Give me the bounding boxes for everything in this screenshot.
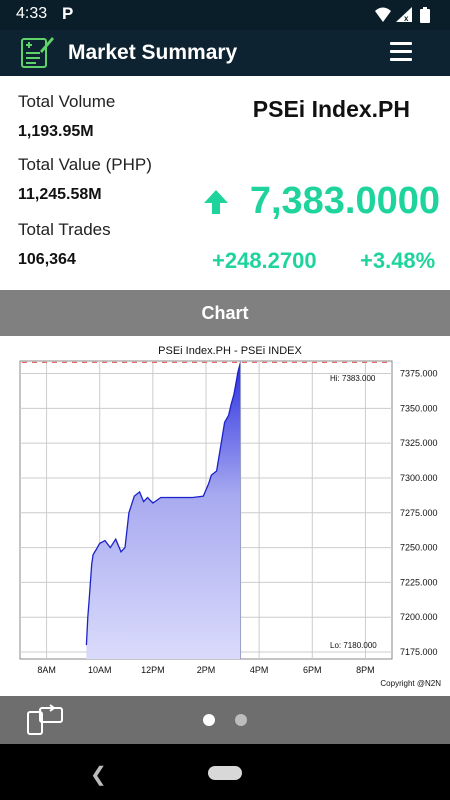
intraday-chart[interactable]: PSEi Index.PH - PSEi INDEX 8AM 10AM 12PM 2P… bbox=[0, 336, 450, 696]
bottom-bar bbox=[0, 696, 450, 744]
price-area bbox=[86, 362, 241, 659]
y-tick-label: 7225.000 bbox=[400, 577, 438, 587]
index-change: +248.2700 bbox=[212, 248, 317, 273]
wifi-icon bbox=[375, 7, 391, 22]
total-volume-value: 1,193.95M bbox=[18, 123, 94, 140]
y-tick-label: 7325.000 bbox=[400, 438, 438, 448]
price-line bbox=[85, 362, 242, 646]
hamburger-menu-icon[interactable] bbox=[390, 42, 412, 62]
parking-app-icon: P bbox=[62, 4, 74, 23]
y-tick-label: 7300.000 bbox=[400, 473, 438, 483]
chart-hi-label: Hi: 7383.000 bbox=[330, 374, 376, 383]
total-trades-label: Total Trades bbox=[18, 220, 111, 239]
y-tick-label: 7275.000 bbox=[400, 508, 438, 518]
notepad-pen-icon bbox=[21, 37, 54, 68]
y-tick-label: 7200.000 bbox=[400, 612, 438, 622]
chart-title: PSEi Index.PH - PSEi INDEX bbox=[158, 345, 302, 357]
app-bar: Market Summary bbox=[0, 30, 450, 76]
x-tick-label: 12PM bbox=[141, 665, 165, 675]
up-arrow-icon bbox=[204, 190, 228, 214]
y-tick-label: 7175.000 bbox=[400, 647, 438, 657]
x-tick-label: 2PM bbox=[197, 665, 216, 675]
index-change-percent: +3.48% bbox=[360, 248, 436, 273]
chart-copyright: Copyright @N2N bbox=[380, 679, 441, 688]
x-tick-label: 10AM bbox=[88, 665, 112, 675]
index-name: PSEi Index.PH bbox=[252, 96, 410, 122]
rotate-screen-icon[interactable] bbox=[26, 704, 64, 736]
index-price: 7,383.0000 bbox=[249, 180, 440, 222]
total-value-value: 11,245.58M bbox=[18, 186, 102, 203]
status-time: 4:33 bbox=[16, 5, 48, 22]
x-tick-label: 8PM bbox=[356, 665, 375, 675]
y-tick-label: 7250.000 bbox=[400, 543, 438, 553]
battery-icon bbox=[420, 9, 430, 23]
chart-section-header: Chart bbox=[0, 290, 450, 336]
y-tick-label: 7375.000 bbox=[400, 369, 438, 379]
cell-signal-icon bbox=[396, 7, 412, 22]
page-title: Market Summary bbox=[68, 41, 238, 64]
page-indicator-dot-2[interactable] bbox=[235, 714, 247, 726]
page-indicator-dot-1[interactable] bbox=[203, 714, 215, 726]
home-pill-icon[interactable] bbox=[208, 766, 242, 780]
x-tick-label: 4PM bbox=[250, 665, 269, 675]
y-tick-label: 7350.000 bbox=[400, 403, 438, 413]
x-tick-label: 8AM bbox=[37, 665, 56, 675]
total-trades-value: 106,364 bbox=[18, 251, 76, 268]
market-summary-panel: Total Volume 1,193.95M Total Value (PHP)… bbox=[0, 76, 450, 290]
chart-section-label: Chart bbox=[201, 303, 249, 323]
chart-lo-label: Lo: 7180.000 bbox=[330, 641, 377, 650]
total-volume-label: Total Volume bbox=[18, 92, 116, 111]
chart-container: PSEi Index.PH - PSEi INDEX 8AM 10AM 12PM 2P… bbox=[0, 336, 450, 696]
back-icon[interactable]: ❮ bbox=[90, 764, 107, 786]
system-nav-bar: ❮ bbox=[0, 744, 450, 800]
svg-text:x: x bbox=[404, 14, 409, 23]
status-bar: 4:33 P x bbox=[0, 0, 450, 30]
system-status-icons: x bbox=[375, 7, 430, 23]
x-tick-label: 6PM bbox=[303, 665, 322, 675]
total-value-label: Total Value (PHP) bbox=[18, 155, 152, 174]
